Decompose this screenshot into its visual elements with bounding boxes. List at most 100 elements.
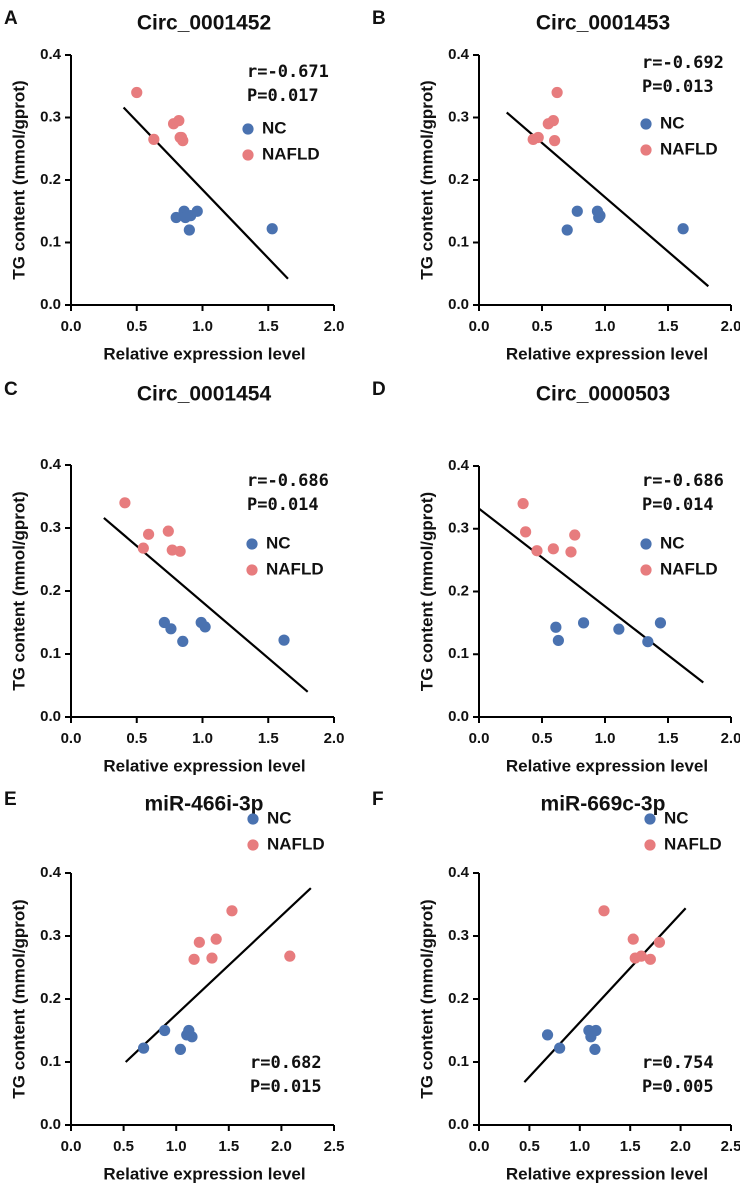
x-tick-label: 1.5 bbox=[218, 1138, 239, 1155]
legend-marker-nafld bbox=[640, 564, 652, 576]
point-nafld bbox=[635, 950, 647, 962]
legend-label-nafld: NAFLD bbox=[267, 834, 325, 853]
y-tick-label: 0.3 bbox=[448, 520, 469, 537]
panel-label: A bbox=[4, 8, 18, 29]
x-tick-label: 0.0 bbox=[61, 730, 82, 747]
point-nafld bbox=[137, 542, 149, 554]
point-nc bbox=[541, 1029, 554, 1041]
point-nafld bbox=[131, 86, 143, 99]
x-tick-label: 1.5 bbox=[658, 318, 679, 335]
point-nc bbox=[170, 211, 182, 224]
x-tick-label: 1.0 bbox=[192, 730, 213, 747]
x-tick-label: 1.0 bbox=[569, 1138, 590, 1155]
x-axis-label: Relative expression level bbox=[103, 756, 305, 775]
point-nc bbox=[159, 1024, 171, 1037]
y-axis-label: TG content (mmol/gprot) bbox=[417, 492, 436, 691]
panel-B: B Circ_0001453 0.0 0.1 0.2 0.3 0.4 0.0 0.5 1.0 1.5… bbox=[372, 8, 740, 363]
point-nc bbox=[561, 224, 573, 236]
x-tick-label: 1.0 bbox=[595, 318, 616, 335]
point-nafld bbox=[598, 905, 610, 917]
x-tick-label: 2.0 bbox=[721, 730, 740, 747]
panel-label: C bbox=[4, 379, 18, 400]
legend-marker-nc bbox=[246, 538, 258, 550]
y-tick-label: 0.2 bbox=[40, 171, 61, 188]
x-tick-label: 0.0 bbox=[469, 730, 490, 747]
legend-label-nafld: NAFLD bbox=[660, 139, 718, 158]
y-tick-label: 0.4 bbox=[40, 864, 62, 881]
point-nafld bbox=[547, 115, 559, 127]
point-nafld bbox=[627, 933, 639, 945]
chart-title: miR-669c-3p bbox=[541, 793, 666, 816]
legend-label-nafld: NAFLD bbox=[262, 144, 320, 163]
point-nc bbox=[174, 1043, 187, 1055]
x-tick-label: 0.5 bbox=[126, 730, 147, 747]
y-tick-label: 0.0 bbox=[40, 1116, 61, 1133]
r-value: r=-0.671 bbox=[247, 62, 329, 82]
point-nafld bbox=[520, 526, 532, 538]
y-tick-label: 0.1 bbox=[448, 645, 469, 662]
x-tick-label: 2.5 bbox=[324, 1138, 345, 1155]
legend-label-nc: NC bbox=[660, 113, 685, 132]
y-tick-label: 0.4 bbox=[448, 864, 470, 881]
y-tick-label: 0.2 bbox=[448, 582, 469, 599]
x-tick-label: 0.0 bbox=[469, 1138, 490, 1155]
x-tick-label: 0.5 bbox=[126, 318, 147, 335]
chart-title: miR-466i-3p bbox=[144, 793, 263, 816]
legend-marker-nafld bbox=[246, 564, 258, 576]
x-axis-label: Relative expression level bbox=[506, 344, 708, 363]
point-nc bbox=[165, 623, 177, 635]
x-tick-label: 2.0 bbox=[324, 730, 345, 747]
chart-title: Circ_0000503 bbox=[536, 383, 670, 406]
x-tick-label: 2.0 bbox=[324, 318, 345, 335]
x-tick-label: 2.0 bbox=[271, 1138, 292, 1155]
legend-marker-nc bbox=[640, 538, 652, 550]
point-nafld bbox=[517, 498, 529, 510]
legend-marker-nc bbox=[644, 813, 656, 825]
y-tick-label: 0.4 bbox=[448, 457, 470, 474]
legend-marker-nafld bbox=[640, 144, 652, 156]
point-nafld bbox=[569, 529, 581, 541]
point-nafld bbox=[653, 936, 666, 948]
x-tick-label: 2.0 bbox=[670, 1138, 691, 1155]
y-tick-label: 0.4 bbox=[40, 456, 62, 473]
x-axis-label: Relative expression level bbox=[103, 1164, 305, 1183]
point-nafld bbox=[210, 933, 222, 945]
x-tick-label: 1.0 bbox=[595, 730, 616, 747]
point-nafld bbox=[565, 546, 577, 558]
point-nc bbox=[278, 634, 290, 646]
x-tick-label: 0.0 bbox=[469, 318, 490, 335]
panel-label: F bbox=[372, 789, 384, 810]
y-tick-label: 0.0 bbox=[448, 1116, 469, 1133]
legend-marker-nafld bbox=[242, 149, 254, 161]
r-value: r=0.682 bbox=[250, 1053, 322, 1073]
point-nafld bbox=[148, 133, 160, 145]
y-axis-label: TG content (mmol/gprot) bbox=[9, 80, 28, 279]
point-nafld bbox=[119, 497, 131, 509]
x-tick-label: 1.5 bbox=[258, 730, 279, 747]
y-axis-label: TG content (mmol/gprot) bbox=[417, 899, 436, 1098]
legend-marker-nc bbox=[640, 118, 652, 130]
point-nafld bbox=[531, 545, 543, 557]
y-tick-label: 0.2 bbox=[40, 990, 61, 1007]
y-tick-label: 0.0 bbox=[448, 296, 469, 313]
y-tick-label: 0.3 bbox=[448, 927, 469, 944]
p-value: P=0.017 bbox=[247, 86, 319, 106]
y-tick-label: 0.2 bbox=[448, 990, 469, 1007]
y-tick-label: 0.0 bbox=[40, 708, 61, 725]
x-tick-label: 1.5 bbox=[258, 318, 279, 335]
y-tick-label: 0.3 bbox=[40, 108, 61, 125]
panel-D: D Circ_0000503 0.0 0.1 0.2 0.3 0.4 0.0 0.5 1.0 1.5… bbox=[372, 379, 740, 775]
legend-label-nafld: NAFLD bbox=[266, 559, 324, 578]
chart-title: Circ_0001452 bbox=[137, 12, 271, 35]
point-nc bbox=[571, 205, 583, 217]
x-tick-label: 1.5 bbox=[620, 1138, 641, 1155]
y-tick-label: 0.0 bbox=[40, 296, 61, 313]
y-tick-label: 0.4 bbox=[40, 46, 62, 63]
legend-label-nafld: NAFLD bbox=[664, 834, 722, 853]
legend-label-nc: NC bbox=[266, 533, 291, 552]
p-value: P=0.013 bbox=[642, 77, 714, 97]
point-nc bbox=[594, 210, 606, 222]
point-nc bbox=[613, 623, 625, 635]
point-nc bbox=[577, 617, 590, 629]
